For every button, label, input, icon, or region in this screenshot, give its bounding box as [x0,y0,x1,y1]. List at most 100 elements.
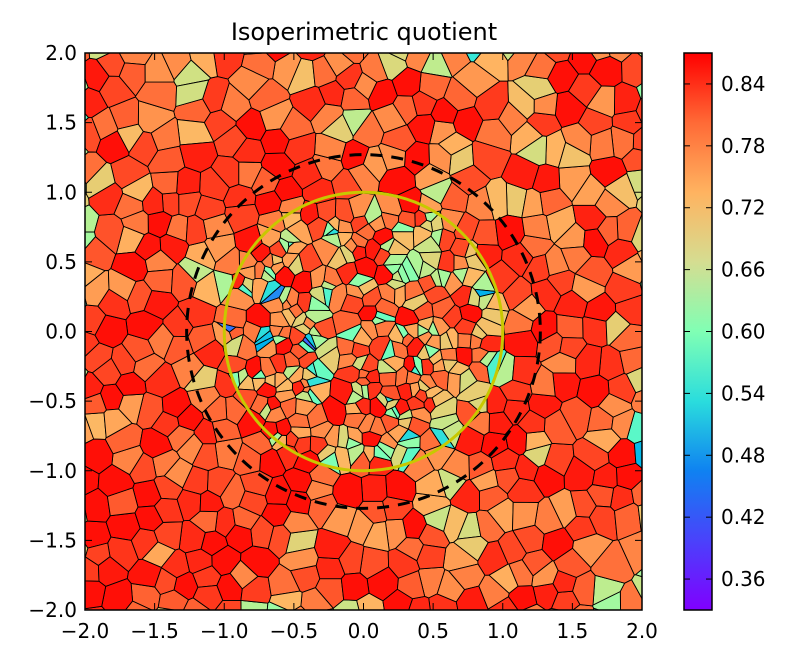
voronoi-cell [248,78,291,112]
voronoi-cell [241,430,273,456]
voronoi-cell [437,249,455,273]
voronoi-cell [147,145,186,174]
voronoi-cell [639,279,642,293]
voronoi-cells [48,0,698,610]
colorbar-tick-label: 0.78 [721,134,766,158]
voronoi-cell [88,53,111,60]
voronoi-cell [85,580,107,610]
voronoi-cell [362,520,390,552]
colorbar-tick-label: 0.72 [721,196,766,220]
voronoi-cell [394,305,420,327]
voronoi-cell [636,0,698,46]
voronoi-cell [488,411,514,435]
voronoi-cell [175,79,210,108]
y-tick-label: 2.0 [45,41,77,65]
overlays [185,153,542,510]
voronoi-cell [295,53,326,62]
colorbar-tick-label: 0.42 [721,505,766,529]
voronoi-cell [571,173,606,206]
voronoi-cell [498,379,533,403]
voronoi-cell [85,392,107,415]
voronoi-cell [48,342,83,368]
colorbar-tick-label: 0.54 [721,381,766,405]
voronoi-cell [440,181,470,213]
voronoi-cell [501,242,534,277]
voronoi-cell [626,410,642,444]
x-tick-label: 1.0 [487,619,519,643]
y-tick-label: 0.0 [45,320,77,344]
voronoi-cell [337,353,358,370]
voronoi-cell [571,273,606,303]
voronoi-cell [124,600,153,610]
voronoi-cell [331,310,362,336]
voronoi-cell [373,247,391,267]
voronoi-cell [337,231,354,247]
voronoi-cell [559,337,588,360]
voronoi-cell [552,569,577,593]
voronoi-cell [354,223,376,241]
voronoi-cell [432,358,446,373]
y-tick-label: 1.5 [45,111,77,135]
voronoi-cell [157,589,189,610]
voronoi-cell [467,286,481,308]
voronoi-cell [85,147,90,156]
voronoi-cell [473,80,509,121]
voronoi-cell [286,286,300,308]
voronoi-cell [534,53,539,54]
voronoi-cell [340,572,370,601]
voronoi-cell [269,311,291,328]
voronoi-cell [180,2,208,52]
voronoi-cell [533,92,558,116]
voronoi-cell [569,0,603,44]
colorbar-tick-label: 0.36 [721,567,766,591]
voronoi-cell [439,347,458,361]
voronoi-cell [210,155,240,189]
colorbar-ticks: 0.36 0.42 0.48 0.54 0.60 0.66 0.72 0.78 0.84 [684,72,766,591]
voronoi-cell [335,62,363,90]
voronoi-cell [440,53,472,78]
voronoi-cell [150,171,179,195]
voronoi-cell [186,0,231,44]
voronoi-cell [107,268,137,302]
voronoi-cell [619,579,642,610]
plot-area [48,0,698,611]
voronoi-cell [287,253,304,277]
voronoi-cell [469,468,499,492]
voronoi-cell [340,87,371,111]
outer-boundary [185,153,542,510]
voronoi-cell [591,590,621,610]
voronoi-cell [347,272,375,288]
voronoi-cell [548,487,577,529]
voronoi-cell [302,315,317,331]
voronoi-cell [470,322,488,340]
voronoi-cell [475,509,506,543]
voronoi-cell [453,254,470,271]
y-tick-label: −2.0 [28,598,77,622]
y-tick-label: −1.0 [28,459,77,483]
voronoi-cell [354,397,371,416]
voronoi-cell [373,444,392,462]
voronoi-cell [625,366,642,394]
voronoi-cell [396,570,426,600]
voronoi-cell [384,407,399,420]
voronoi-cell [116,123,144,154]
voronoi-cell [556,313,584,339]
voronoi-cell [148,0,187,52]
voronoi-cell [224,203,260,234]
voronoi-cell [502,53,515,62]
voronoi-cell [329,376,354,406]
voronoi-cell [242,320,262,344]
voronoi-cell [85,438,114,475]
voronoi-cell [185,214,208,246]
voronoi-cell [391,231,415,252]
voronoi-cell [428,143,452,175]
voronoi-cell [576,374,610,409]
voronoi-cell [378,371,397,387]
voronoi-cell [85,77,89,91]
voronoi-cell [404,280,425,302]
voronoi-cell [134,505,164,532]
voronoi-cell [101,578,134,610]
voronoi-cell [110,0,151,46]
voronoi-cell [521,187,544,219]
